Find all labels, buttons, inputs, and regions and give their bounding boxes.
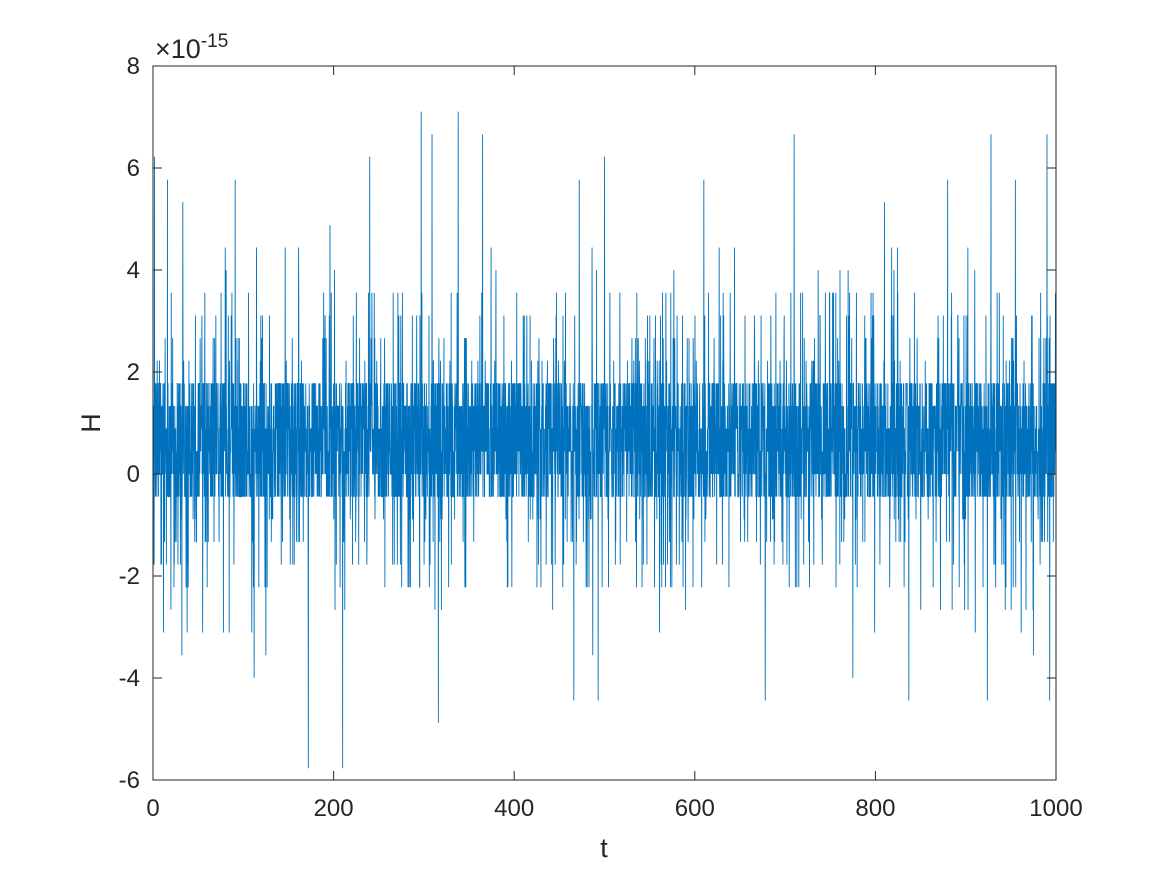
x-axis-label: t <box>600 833 608 863</box>
y-tick-label: 8 <box>127 53 140 80</box>
x-tick-label: 1000 <box>1029 795 1082 822</box>
series-layer <box>152 111 1057 769</box>
y-tick-label: -6 <box>119 767 140 794</box>
series-line <box>152 111 1057 769</box>
x-tick-label: 200 <box>314 795 354 822</box>
x-tick-label: 800 <box>855 795 895 822</box>
x-tick-label: 400 <box>494 795 534 822</box>
y-exponent-base: ×10 <box>155 34 201 64</box>
y-tick-label: -4 <box>119 665 140 692</box>
axes-box <box>152 65 1057 781</box>
y-exponent-power: -15 <box>201 31 228 52</box>
x-tick-label: 0 <box>146 795 159 822</box>
x-tick-label: 600 <box>675 795 715 822</box>
y-tick-label: 4 <box>127 257 140 284</box>
y-axis-label: H <box>76 413 106 433</box>
y-tick-label: 0 <box>127 461 140 488</box>
labels-layer: 0 200 400 600 800 1000 -6 -4 -2 0 2 4 6 8 <box>119 53 1083 822</box>
y-tick-label: 6 <box>127 155 140 182</box>
y-tick-label: 2 <box>127 359 140 386</box>
y-tick-label: -2 <box>119 563 140 590</box>
y-exponent-label: ×10-15 <box>155 31 228 64</box>
